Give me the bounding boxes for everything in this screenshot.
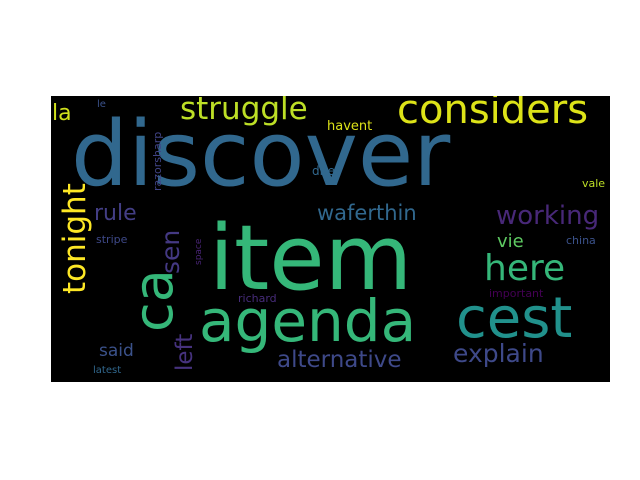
word-important: important (489, 287, 544, 300)
word-alternative: alternative (277, 347, 402, 373)
word-explain: explain (453, 339, 544, 368)
word-discover: discover (71, 102, 451, 207)
word-item: item (209, 206, 413, 311)
word-razorsharp: razorsharp (151, 131, 164, 191)
word-la: la (52, 101, 72, 126)
word-here: here (484, 248, 566, 289)
word-havent: havent (327, 119, 373, 134)
word-said: said (99, 341, 134, 361)
word-china: china (566, 234, 596, 247)
word-waferthin: waferthin (317, 201, 417, 225)
word-space: space (194, 238, 204, 265)
word-agenda: agenda (199, 287, 417, 355)
word-working: working (496, 201, 600, 231)
word-vale: vale (582, 177, 606, 190)
word-sen: sen (156, 229, 185, 274)
word-left: left (172, 333, 198, 371)
word-dire: dire (312, 164, 336, 178)
word-rule: rule (94, 201, 137, 226)
word-stripe: stripe (96, 233, 128, 246)
word-tonight: tonight (57, 183, 93, 294)
word-latest: latest (93, 365, 122, 376)
word-considers: considers (397, 96, 589, 133)
word-vie: vie (497, 231, 524, 252)
word-richard: richard (238, 292, 277, 305)
word-cloud: discover item agenda cest ca considers struggl… (51, 96, 610, 382)
word-le: le (97, 99, 106, 110)
word-ca: ca (122, 269, 185, 332)
word-cest: cest (456, 286, 573, 351)
word-struggle: struggle (180, 96, 308, 127)
